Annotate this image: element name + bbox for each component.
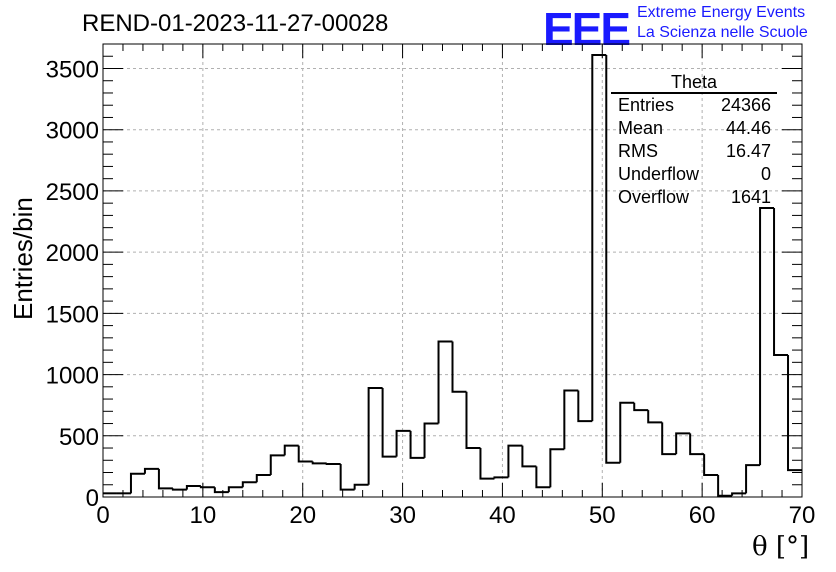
x-tick-label: 20: [289, 502, 316, 529]
histogram-bin: [689, 433, 705, 456]
histogram-bin: [129, 472, 145, 494]
histogram-bin: [717, 474, 733, 497]
histogram-bin: [633, 402, 649, 412]
x-tick-label: 50: [589, 502, 616, 529]
stats-box: Theta Entries 24366 Mean 44.46 RMS 16.47…: [611, 72, 777, 209]
x-axis-label: θ [°]: [752, 532, 810, 562]
y-tick-label: 2000: [46, 240, 99, 267]
stats-value: 1641: [730, 187, 771, 207]
histogram-bin: [367, 387, 383, 485]
histogram-bin: [675, 432, 691, 455]
x-tick-label: 40: [489, 502, 516, 529]
histogram-bin: [773, 208, 789, 356]
histogram-bin: [731, 492, 747, 496]
histogram-bin: [647, 410, 663, 424]
stats-row-rms: RMS 16.47: [611, 140, 777, 163]
histogram-bin: [605, 55, 621, 464]
stats-row-underflow: Underflow 0: [611, 163, 777, 186]
stats-row-entries: Entries 24366: [611, 94, 777, 117]
histogram-bin: [423, 422, 439, 458]
histogram-bin: [787, 354, 802, 472]
histogram-bin: [479, 448, 495, 480]
histogram-bin: [409, 430, 425, 459]
stats-title: Theta: [611, 72, 777, 94]
histogram-bin: [437, 340, 453, 424]
y-tick-label: 500: [59, 424, 99, 451]
histogram-bin: [703, 454, 719, 476]
histogram-bin: [535, 466, 551, 489]
y-tick-label: 0: [86, 485, 99, 512]
histogram-bin: [563, 389, 579, 450]
stats-label: Mean: [618, 118, 664, 138]
histogram-bin: [171, 488, 187, 491]
histogram-bin: [577, 390, 593, 423]
y-tick-label: 3000: [46, 118, 99, 145]
histogram-bin: [199, 485, 215, 489]
stats-row-overflow: Overflow 1641: [611, 186, 777, 209]
histogram-bin: [451, 341, 467, 393]
y-tick-label: 3500: [46, 56, 99, 83]
histogram-bin: [283, 444, 299, 456]
x-tick-label: 60: [689, 502, 716, 529]
logo-subtitle-2: La Scienza nelle Scuole: [637, 24, 808, 41]
histogram-bin: [493, 476, 509, 479]
x-tick-label: 10: [190, 502, 217, 529]
stats-row-mean: Mean 44.46: [611, 117, 777, 140]
histogram-bin: [269, 454, 285, 475]
stats-label: RMS: [618, 141, 658, 161]
stats-label: Overflow: [618, 187, 690, 207]
eee-logo: EEE: [543, 3, 631, 55]
y-tick-label: 1000: [46, 363, 99, 390]
histogram-bin: [381, 388, 397, 458]
histogram-bin: [395, 429, 411, 457]
histogram-bin: [143, 467, 159, 474]
histogram-bin: [619, 401, 635, 463]
y-tick-label: 1500: [46, 301, 99, 328]
histogram-bin: [325, 462, 341, 465]
stats-value: 44.46: [725, 118, 771, 138]
stats-value: 24366: [720, 95, 771, 115]
x-tick-label: 0: [96, 502, 109, 529]
histogram-bin: [185, 484, 201, 490]
histogram-bin: [227, 486, 243, 493]
histogram-bin: [745, 464, 761, 494]
y-tick-label: 2500: [46, 179, 99, 206]
histogram-bin: [213, 487, 229, 494]
histogram-bin: [241, 481, 257, 488]
histogram-bin: [661, 422, 677, 456]
histogram-bin: [311, 461, 327, 465]
histogram-bin: [507, 444, 523, 478]
histogram-bin: [255, 473, 271, 483]
plot-frame: [102, 43, 803, 498]
histogram-bin: [521, 445, 537, 468]
stats-label: Underflow: [618, 164, 700, 184]
histogram-bin: [759, 207, 775, 466]
histogram-bin: [549, 448, 565, 488]
chart-title: REND-01-2023-11-27-00028: [82, 10, 389, 37]
logo-subtitle-1: Extreme Energy Events: [637, 4, 806, 21]
stats-value: 16.47: [725, 141, 771, 161]
stats-label: Entries: [618, 95, 675, 115]
x-tick-label: 70: [789, 502, 816, 529]
stats-value: 0: [760, 164, 771, 184]
histogram-bin: [297, 445, 313, 463]
x-tick-label: 30: [389, 502, 416, 529]
histogram-bin: [465, 391, 481, 450]
histogram-bin: [353, 483, 369, 490]
histogram-bin: [339, 463, 355, 491]
histogram-bin: [591, 54, 607, 422]
histogram-bin: [157, 468, 173, 490]
